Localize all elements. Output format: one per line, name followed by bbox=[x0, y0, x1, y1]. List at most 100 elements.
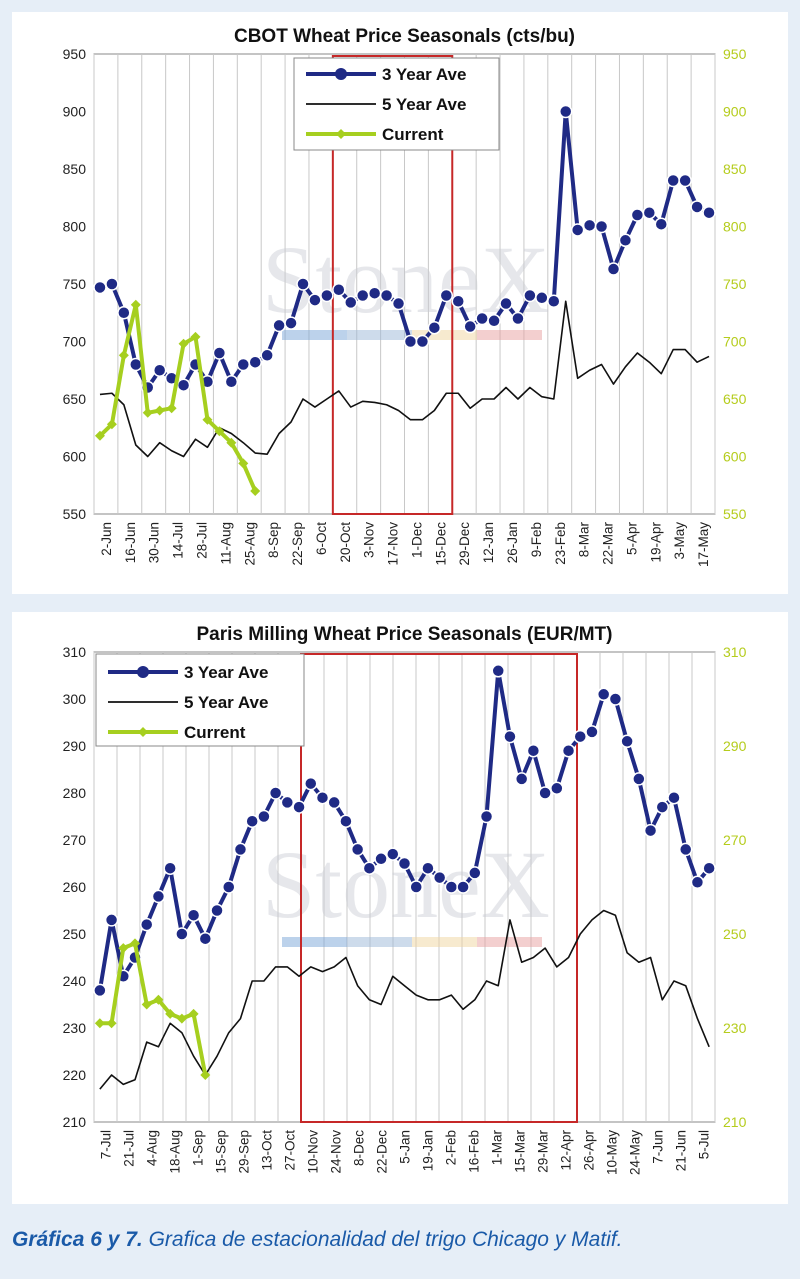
data-point bbox=[224, 375, 239, 389]
paris-wheat-chart: StoneX Paris Milling Wheat Price Seasonal… bbox=[63, 624, 747, 1175]
y-tick-label: 300 bbox=[63, 691, 87, 707]
data-point bbox=[93, 280, 107, 295]
data-point bbox=[678, 842, 693, 857]
data-point bbox=[106, 1018, 117, 1029]
data-point bbox=[304, 776, 318, 791]
y-tick-label: 900 bbox=[63, 104, 87, 120]
y2-tick-label: 750 bbox=[723, 276, 747, 292]
data-point bbox=[702, 861, 716, 875]
y-tick-label: 310 bbox=[63, 644, 87, 660]
data-point bbox=[479, 809, 494, 824]
x-tick-label: 19-Jan bbox=[421, 1130, 436, 1171]
data-point bbox=[141, 999, 152, 1010]
data-point bbox=[198, 931, 213, 946]
y2-tick-label: 800 bbox=[723, 219, 747, 235]
series-5-year-ave bbox=[99, 300, 710, 458]
data-point bbox=[188, 1008, 199, 1019]
data-point bbox=[315, 790, 330, 805]
data-point bbox=[514, 772, 529, 786]
series-3-year-ave bbox=[93, 104, 716, 395]
data-point bbox=[142, 407, 153, 418]
data-point bbox=[421, 861, 435, 875]
data-point bbox=[596, 687, 611, 702]
data-point bbox=[511, 311, 525, 326]
series-current bbox=[94, 299, 261, 496]
data-point bbox=[130, 299, 141, 310]
x-tick-label: 8-Dec bbox=[352, 1130, 367, 1166]
y-tick-label: 220 bbox=[63, 1067, 87, 1083]
y2-tick-label: 550 bbox=[723, 506, 747, 522]
data-point bbox=[327, 795, 341, 810]
data-point bbox=[632, 772, 646, 786]
data-point bbox=[105, 277, 119, 291]
watermark-text: StoneX bbox=[262, 226, 550, 333]
watermark-bar bbox=[282, 937, 347, 947]
x-tick-label: 28-Jul bbox=[194, 522, 209, 559]
data-point bbox=[178, 338, 189, 349]
watermark-bar bbox=[282, 330, 347, 340]
y2-tick-label: 700 bbox=[723, 334, 747, 350]
y-tick-label: 210 bbox=[63, 1114, 87, 1130]
data-point bbox=[451, 294, 465, 308]
y-tick-label: 800 bbox=[63, 219, 87, 235]
data-point bbox=[260, 348, 274, 363]
data-point bbox=[176, 378, 191, 392]
data-point bbox=[248, 355, 262, 369]
data-point bbox=[226, 437, 237, 448]
y-tick-label: 270 bbox=[63, 832, 87, 848]
x-tick-label: 21-Jun bbox=[674, 1130, 689, 1171]
x-tick-label: 29-Mar bbox=[536, 1130, 551, 1173]
data-point bbox=[118, 943, 129, 954]
data-point bbox=[200, 1070, 211, 1080]
x-tick-label: 11-Aug bbox=[218, 522, 233, 565]
x-tick-label: 9-Feb bbox=[529, 522, 544, 557]
data-point bbox=[238, 458, 249, 469]
y-tick-label: 240 bbox=[63, 973, 87, 989]
data-point bbox=[538, 786, 552, 800]
data-point bbox=[642, 205, 657, 220]
x-tick-label: 29-Sep bbox=[237, 1130, 252, 1174]
data-point bbox=[104, 913, 119, 927]
x-tick-label: 24-May bbox=[628, 1130, 643, 1175]
x-tick-label: 14-Jul bbox=[171, 522, 186, 559]
x-tick-label: 16-Feb bbox=[467, 1130, 482, 1173]
highlight-box bbox=[300, 653, 578, 1123]
x-tick-label: 22-Dec bbox=[375, 1130, 390, 1174]
data-point bbox=[165, 1008, 176, 1019]
data-point bbox=[190, 331, 201, 342]
x-tick-label: 7-Jul bbox=[99, 1130, 114, 1159]
data-point bbox=[151, 889, 166, 904]
y-tick-label: 750 bbox=[63, 276, 87, 292]
series-line bbox=[99, 941, 208, 1076]
data-point bbox=[432, 870, 447, 885]
data-point bbox=[355, 288, 370, 303]
data-point bbox=[468, 866, 482, 880]
x-tick-label: 16-Jun bbox=[123, 522, 138, 563]
y2-tick-label: 900 bbox=[723, 104, 747, 120]
caption-bold: Gráfica 6 y 7. bbox=[12, 1228, 143, 1251]
data-point bbox=[214, 426, 225, 437]
y2-tick-label: 650 bbox=[723, 391, 747, 407]
series-line bbox=[99, 300, 710, 458]
y-axis-left: 550 600 650 700 750 800 850 900 950 bbox=[63, 46, 87, 522]
data-point bbox=[139, 917, 154, 932]
data-point bbox=[444, 880, 459, 894]
x-tick-label: 15-Mar bbox=[513, 1130, 528, 1173]
legend-marker bbox=[138, 727, 148, 737]
legend-marker bbox=[336, 129, 346, 139]
x-tick-label: 3-Nov bbox=[362, 522, 377, 558]
data-point bbox=[202, 414, 213, 425]
data-point bbox=[292, 800, 306, 814]
data-point bbox=[558, 104, 573, 119]
data-point bbox=[163, 861, 177, 875]
data-point bbox=[620, 734, 634, 749]
y-tick-label: 290 bbox=[63, 738, 87, 754]
y2-tick-label: 850 bbox=[723, 161, 747, 177]
data-point bbox=[93, 983, 107, 998]
data-point bbox=[176, 1013, 187, 1024]
data-point bbox=[535, 291, 549, 305]
x-tick-label: 27-Oct bbox=[283, 1130, 298, 1171]
data-point bbox=[391, 296, 406, 311]
x-tick-label: 25-Aug bbox=[242, 522, 257, 566]
data-point bbox=[582, 218, 597, 233]
